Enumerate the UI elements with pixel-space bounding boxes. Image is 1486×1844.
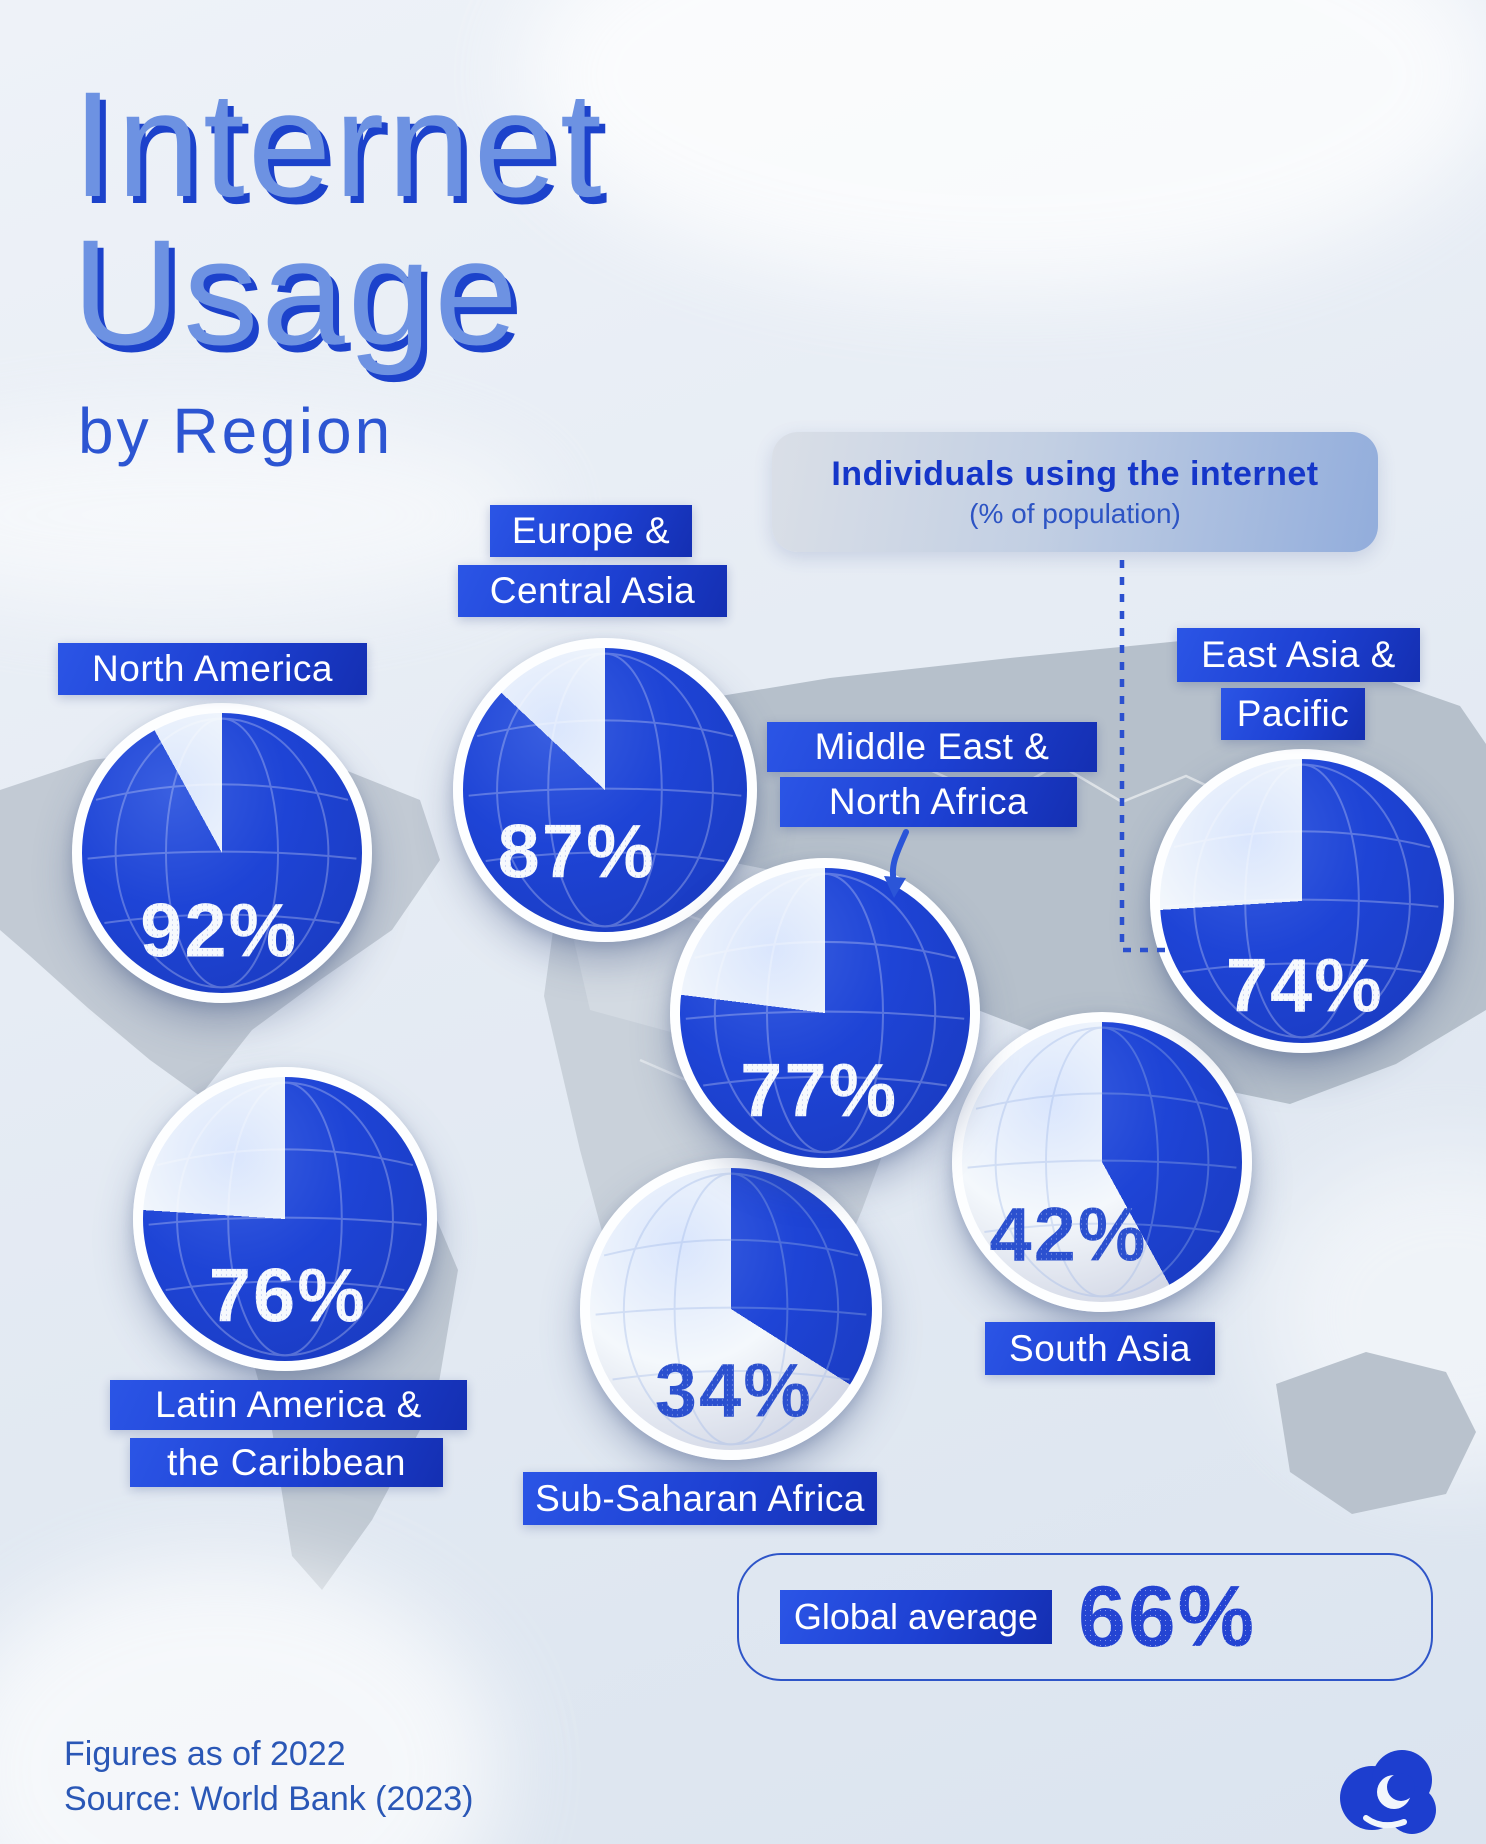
globe-grid xyxy=(595,1172,867,1446)
label-north-america: North America xyxy=(58,643,367,695)
pie-middle-east-north-africa: 77% xyxy=(670,858,980,1168)
global-average-box: Global average 66% xyxy=(737,1553,1433,1681)
globe-grid xyxy=(468,652,742,928)
global-average-value: 66% xyxy=(1078,1568,1257,1665)
pie-europe-central-asia: 87% xyxy=(453,638,757,942)
legend-subtitle: (% of population) xyxy=(969,497,1181,529)
pie-sub-saharan-africa: 34% xyxy=(580,1158,882,1460)
value-europe-central-asia: 87% xyxy=(497,809,656,895)
label-sub-saharan-africa: Sub-Saharan Africa xyxy=(523,1472,877,1525)
globe-grid xyxy=(148,1081,422,1357)
page-title-line1: Internet xyxy=(72,60,605,228)
value-north-america: 92% xyxy=(140,888,299,974)
legend-title: Individuals using the internet xyxy=(831,454,1319,493)
label-south-asia: South Asia xyxy=(985,1322,1215,1375)
pie-south-asia: 42% xyxy=(952,1012,1252,1312)
pie-north-america: 92% xyxy=(72,703,372,1003)
label-europe-line2: Central Asia xyxy=(458,565,727,617)
label-latin-america-line1: Latin America & xyxy=(110,1380,467,1430)
label-middle-east-line1: Middle East & xyxy=(767,722,1097,772)
page-subtitle: by Region xyxy=(78,395,394,467)
label-east-asia-line2: Pacific xyxy=(1221,688,1365,740)
globe-grid xyxy=(685,872,965,1154)
globe-grid xyxy=(967,1026,1237,1298)
value-south-asia: 42% xyxy=(989,1192,1148,1278)
global-average-label: Global average xyxy=(780,1590,1052,1644)
pie-east-asia-pacific: 74% xyxy=(1150,749,1454,1053)
globe-grid xyxy=(87,717,357,989)
publisher-logo xyxy=(1340,1750,1436,1834)
value-latin-america-caribbean: 76% xyxy=(208,1253,367,1339)
footer-note: Figures as of 2022 Source: World Bank (2… xyxy=(64,1732,473,1822)
pie-latin-america-caribbean: 76% xyxy=(133,1067,437,1371)
footer-line2: Source: World Bank (2023) xyxy=(64,1779,474,1818)
label-latin-america-line2: the Caribbean xyxy=(130,1438,443,1487)
label-middle-east-line2: North Africa xyxy=(780,777,1077,827)
label-east-asia-line1: East Asia & xyxy=(1177,628,1420,682)
page-title-line2: Usage xyxy=(72,208,521,376)
value-east-asia-pacific: 74% xyxy=(1225,943,1384,1029)
value-middle-east-north-africa: 77% xyxy=(740,1048,899,1134)
footer-line1: Figures as of 2022 xyxy=(64,1735,346,1773)
globe-grid xyxy=(1165,763,1439,1039)
value-sub-saharan-africa: 34% xyxy=(654,1348,813,1434)
cloud-shape xyxy=(0,420,540,610)
label-europe-line1: Europe & xyxy=(490,505,692,557)
legend-box: Individuals using the internet (% of pop… xyxy=(772,432,1378,552)
